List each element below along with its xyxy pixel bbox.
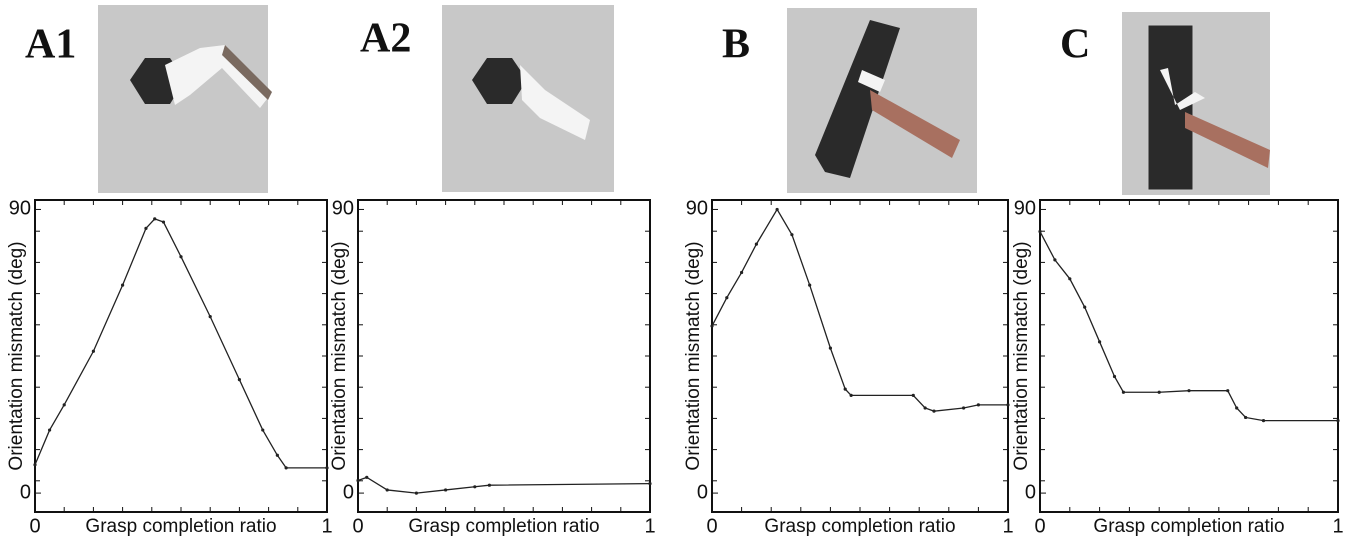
- point: [365, 475, 369, 479]
- point: [932, 409, 936, 413]
- line: [711, 208, 1008, 412]
- x-axis-label: Grasp completion ratio: [408, 516, 599, 537]
- y-tick-label: 0: [1025, 481, 1036, 503]
- point: [843, 387, 847, 391]
- point: [1336, 419, 1340, 423]
- x-tick-label: 0: [352, 515, 363, 537]
- y-axis-label: Orientation mismatch (deg): [1011, 241, 1032, 470]
- render-a1: [98, 5, 272, 193]
- point: [1226, 389, 1230, 393]
- panel-label: A1: [25, 22, 76, 68]
- point: [208, 315, 212, 319]
- point: [740, 270, 744, 275]
- x-tick-label: 0: [1034, 515, 1045, 537]
- point: [1157, 390, 1161, 394]
- panel-label: A2: [360, 16, 411, 62]
- point: [325, 466, 329, 470]
- point: [473, 485, 477, 489]
- point: [91, 349, 95, 353]
- point: [121, 283, 125, 287]
- point: [828, 346, 833, 350]
- render-b: [787, 8, 977, 193]
- point: [976, 403, 981, 407]
- y-tick-label: 0: [343, 481, 354, 503]
- point: [1006, 403, 1010, 407]
- x-axis-label: Grasp completion ratio: [85, 516, 276, 537]
- point: [1098, 340, 1102, 344]
- y-axis-label: Orientation mismatch (deg): [329, 241, 350, 470]
- point: [33, 463, 37, 467]
- point: [284, 466, 288, 470]
- y-tick-label: 90: [332, 198, 354, 220]
- point: [161, 220, 166, 224]
- y-axis-label: Orientation mismatch (deg): [6, 241, 27, 470]
- point: [1261, 419, 1266, 423]
- point: [849, 393, 853, 397]
- point: [648, 482, 652, 486]
- y-tick-label: 0: [697, 481, 708, 503]
- point: [62, 403, 66, 407]
- x-tick-label: 1: [1002, 515, 1013, 537]
- plot-frame: [34, 199, 328, 513]
- x-axis-label: Grasp completion ratio: [764, 516, 955, 537]
- point: [179, 255, 183, 259]
- y-tick-label: 90: [686, 198, 708, 220]
- y-tick-label: 90: [9, 198, 31, 220]
- point: [385, 488, 389, 492]
- point: [710, 324, 714, 328]
- point: [487, 483, 491, 487]
- plot-frame: [711, 199, 1009, 513]
- x-tick-label: 1: [644, 515, 655, 537]
- line: [1039, 231, 1338, 422]
- panel-label: B: [722, 22, 750, 68]
- plot-frame: [1039, 199, 1339, 513]
- y-tick-label: 0: [20, 481, 31, 503]
- point: [923, 406, 927, 410]
- render-c: [1122, 12, 1270, 195]
- x-tick-label: 1: [1332, 515, 1343, 537]
- panel-label: C: [1060, 22, 1090, 68]
- point: [261, 428, 265, 432]
- line: [357, 476, 651, 494]
- point: [414, 491, 418, 495]
- point: [1121, 390, 1126, 394]
- point: [1235, 406, 1239, 410]
- point: [153, 217, 157, 221]
- point: [1053, 258, 1057, 262]
- point: [1112, 374, 1117, 379]
- point: [790, 233, 794, 237]
- point: [1068, 277, 1072, 281]
- point: [1244, 415, 1248, 420]
- render-a2: [442, 5, 614, 192]
- point: [1038, 229, 1042, 234]
- point: [444, 488, 448, 492]
- point: [808, 283, 812, 287]
- point: [1083, 305, 1087, 309]
- point: [775, 207, 779, 212]
- plot-frame: [357, 199, 651, 513]
- point: [48, 428, 52, 432]
- point: [237, 378, 241, 382]
- x-tick-label: 1: [321, 515, 332, 537]
- point: [725, 296, 729, 300]
- x-axis-label: Grasp completion ratio: [1093, 516, 1284, 537]
- y-tick-label: 90: [1014, 198, 1036, 220]
- y-axis-label: Orientation mismatch (deg): [683, 241, 704, 470]
- point: [356, 478, 360, 483]
- x-tick-label: 0: [29, 515, 40, 537]
- point: [754, 242, 759, 246]
- x-tick-label: 0: [706, 515, 717, 537]
- point: [144, 226, 148, 230]
- point: [911, 393, 915, 397]
- point: [1187, 389, 1191, 393]
- point: [275, 453, 279, 457]
- point: [962, 406, 966, 410]
